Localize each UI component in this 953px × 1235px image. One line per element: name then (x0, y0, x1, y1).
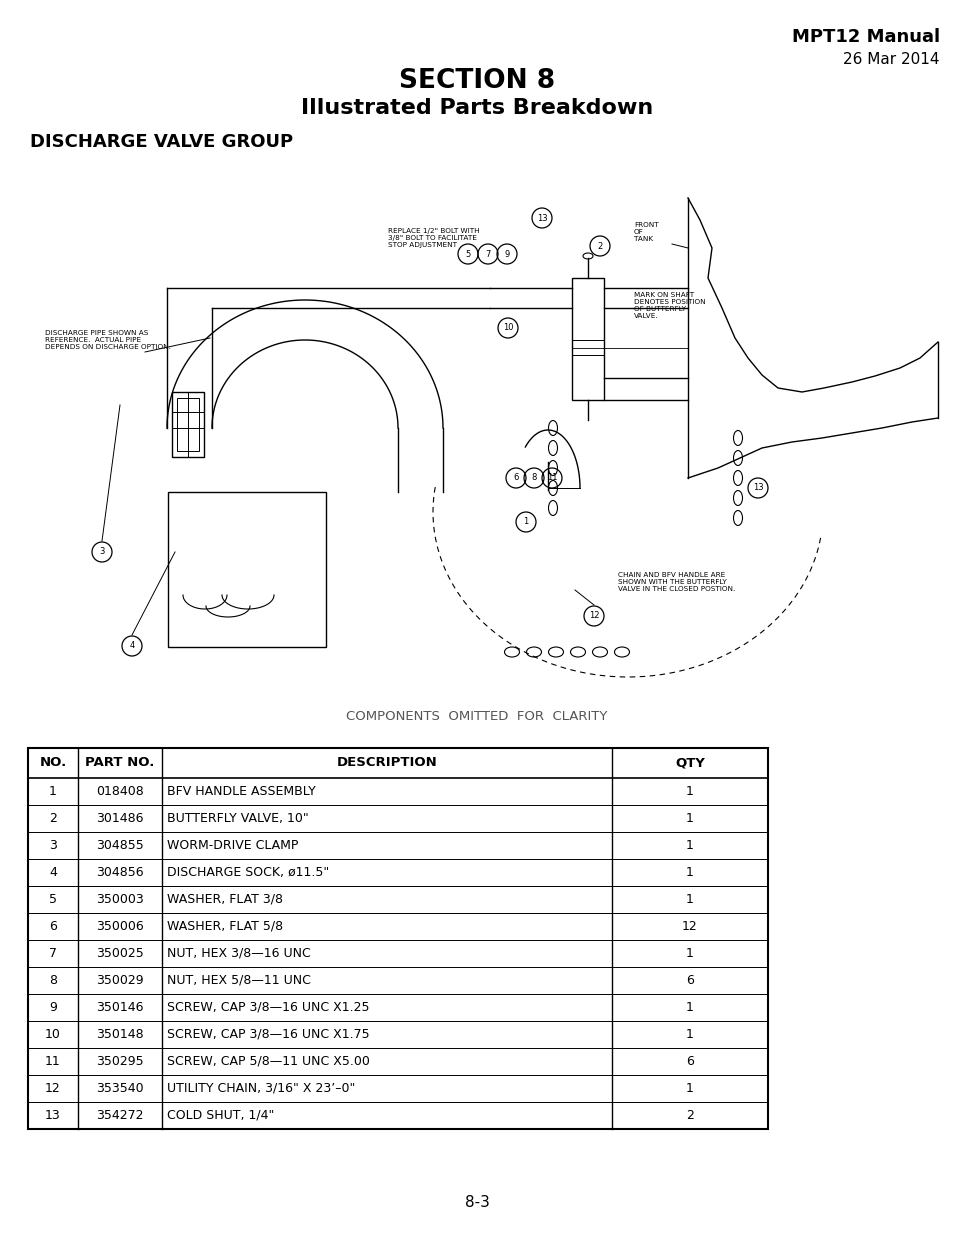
Text: 350295: 350295 (96, 1055, 144, 1068)
Text: 8: 8 (531, 473, 537, 483)
Text: 13: 13 (45, 1109, 61, 1123)
Text: 3: 3 (49, 839, 57, 852)
Text: 350006: 350006 (96, 920, 144, 932)
Text: 1: 1 (685, 839, 693, 852)
Text: Illustrated Parts Breakdown: Illustrated Parts Breakdown (300, 98, 653, 119)
Text: 6: 6 (49, 920, 57, 932)
Text: DESCRIPTION: DESCRIPTION (336, 757, 436, 769)
Text: 5: 5 (49, 893, 57, 906)
Text: 7: 7 (485, 249, 490, 258)
Text: CHAIN AND BFV HANDLE ARE
SHOWN WITH THE BUTTERFLY
VALVE IN THE CLOSED POSTION.: CHAIN AND BFV HANDLE ARE SHOWN WITH THE … (618, 572, 735, 592)
Text: 1: 1 (49, 785, 57, 798)
Bar (572, 278, 603, 400)
Text: 1: 1 (685, 1082, 693, 1095)
Text: PART NO.: PART NO. (85, 757, 154, 769)
Text: 12: 12 (681, 920, 698, 932)
Text: FRONT
OF
TANK: FRONT OF TANK (634, 222, 658, 242)
Text: 1: 1 (685, 785, 693, 798)
Text: 11: 11 (45, 1055, 61, 1068)
Text: 13: 13 (537, 214, 547, 222)
Text: 8: 8 (49, 974, 57, 987)
Text: 1: 1 (685, 811, 693, 825)
Text: DISCHARGE VALVE GROUP: DISCHARGE VALVE GROUP (30, 133, 293, 151)
Text: 1: 1 (685, 893, 693, 906)
Text: REPLACE 1/2" BOLT WITH
3/8" BOLT TO FACILITATE
STOP ADJUSTMENT: REPLACE 1/2" BOLT WITH 3/8" BOLT TO FACI… (388, 228, 479, 248)
Text: BUTTERFLY VALVE, 10": BUTTERFLY VALVE, 10" (167, 811, 309, 825)
Text: 9: 9 (504, 249, 509, 258)
Text: 26 Mar 2014: 26 Mar 2014 (842, 52, 939, 67)
Text: UTILITY CHAIN, 3/16" X 23’–0": UTILITY CHAIN, 3/16" X 23’–0" (167, 1082, 355, 1095)
Text: 8-3: 8-3 (464, 1195, 489, 1210)
Text: 3: 3 (99, 547, 105, 557)
Text: 10: 10 (45, 1028, 61, 1041)
Text: COMPONENTS  OMITTED  FOR  CLARITY: COMPONENTS OMITTED FOR CLARITY (346, 710, 607, 722)
Text: NUT, HEX 5/8—11 UNC: NUT, HEX 5/8—11 UNC (167, 974, 311, 987)
Text: WORM-DRIVE CLAMP: WORM-DRIVE CLAMP (167, 839, 298, 852)
Text: 12: 12 (588, 611, 598, 620)
Text: 2: 2 (597, 242, 602, 251)
Text: SECTION 8: SECTION 8 (398, 68, 555, 94)
Text: 1: 1 (685, 947, 693, 960)
Text: MPT12 Manual: MPT12 Manual (791, 28, 939, 46)
Text: 304856: 304856 (96, 866, 144, 879)
Text: 304855: 304855 (96, 839, 144, 852)
Text: 2: 2 (49, 811, 57, 825)
Bar (177, 398, 199, 451)
Text: NO.: NO. (39, 757, 67, 769)
Text: WASHER, FLAT 5/8: WASHER, FLAT 5/8 (167, 920, 283, 932)
Text: 6: 6 (685, 974, 693, 987)
Text: 1: 1 (685, 1002, 693, 1014)
Text: WASHER, FLAT 3/8: WASHER, FLAT 3/8 (167, 893, 283, 906)
Text: 350003: 350003 (96, 893, 144, 906)
Text: 12: 12 (45, 1082, 61, 1095)
Text: SCREW, CAP 3/8—16 UNC X1.25: SCREW, CAP 3/8—16 UNC X1.25 (167, 1002, 369, 1014)
Text: 1: 1 (685, 866, 693, 879)
Text: QTY: QTY (675, 757, 704, 769)
Text: 5: 5 (465, 249, 470, 258)
Text: 6: 6 (513, 473, 518, 483)
Text: 4: 4 (130, 641, 134, 651)
Text: NUT, HEX 3/8—16 UNC: NUT, HEX 3/8—16 UNC (167, 947, 311, 960)
Text: SCREW, CAP 5/8—11 UNC X5.00: SCREW, CAP 5/8—11 UNC X5.00 (167, 1055, 370, 1068)
Text: 13: 13 (752, 483, 762, 493)
Text: 353540: 353540 (96, 1082, 144, 1095)
Text: 350148: 350148 (96, 1028, 144, 1041)
Text: MARK ON SHAFT
DENOTES POSITION
OF BUTTERFLY
VALVE.: MARK ON SHAFT DENOTES POSITION OF BUTTER… (634, 291, 705, 319)
Text: DISCHARGE PIPE SHOWN AS
REFERENCE.  ACTUAL PIPE
DEPENDS ON DISCHARGE OPTION.: DISCHARGE PIPE SHOWN AS REFERENCE. ACTUA… (45, 330, 171, 350)
Text: DISCHARGE SOCK, ø11.5": DISCHARGE SOCK, ø11.5" (167, 866, 329, 879)
Text: SCREW, CAP 3/8—16 UNC X1.75: SCREW, CAP 3/8—16 UNC X1.75 (167, 1028, 369, 1041)
Text: 9: 9 (49, 1002, 57, 1014)
Text: 350146: 350146 (96, 1002, 144, 1014)
Bar (168, 492, 326, 647)
Text: 018408: 018408 (96, 785, 144, 798)
Text: BFV HANDLE ASSEMBLY: BFV HANDLE ASSEMBLY (167, 785, 315, 798)
Bar (28, 748, 767, 1129)
Text: 354272: 354272 (96, 1109, 144, 1123)
Text: 10: 10 (502, 324, 513, 332)
Bar (172, 391, 204, 457)
Text: 350025: 350025 (96, 947, 144, 960)
Text: 301486: 301486 (96, 811, 144, 825)
Text: COLD SHUT, 1/4": COLD SHUT, 1/4" (167, 1109, 274, 1123)
Text: 4: 4 (49, 866, 57, 879)
Text: 11: 11 (546, 473, 557, 483)
Text: 1: 1 (523, 517, 528, 526)
Text: 350029: 350029 (96, 974, 144, 987)
Text: 2: 2 (685, 1109, 693, 1123)
Text: 6: 6 (685, 1055, 693, 1068)
Text: 7: 7 (49, 947, 57, 960)
Text: 1: 1 (685, 1028, 693, 1041)
